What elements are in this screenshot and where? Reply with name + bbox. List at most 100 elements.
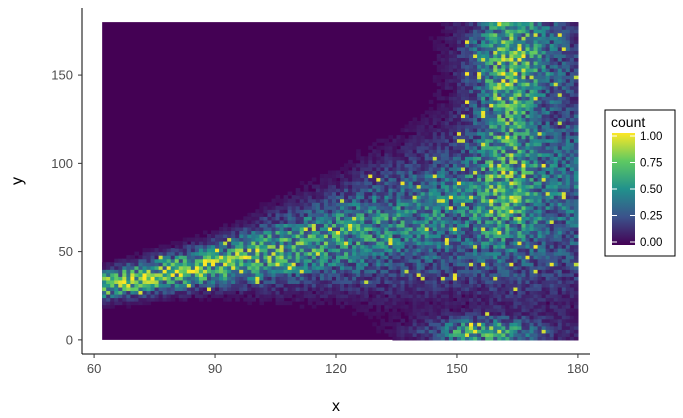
heatmap-cell	[420, 124, 426, 129]
heatmap-cell	[465, 166, 470, 172]
heatmap-cell	[255, 209, 260, 214]
heatmap-cell	[319, 233, 325, 239]
heatmap-cell	[505, 219, 510, 224]
heatmap-cell	[521, 262, 527, 267]
heatmap-cell	[541, 39, 547, 44]
heatmap-cell	[521, 322, 527, 327]
heatmap-cell	[275, 279, 281, 284]
heatmap-cell	[291, 290, 297, 295]
heatmap-cell	[380, 276, 385, 281]
heatmap-cell	[408, 272, 414, 277]
heatmap-cell	[525, 106, 531, 111]
heatmap-cell	[485, 138, 490, 143]
heatmap-cell	[432, 138, 438, 143]
heatmap-cell	[259, 272, 265, 277]
heatmap-cell	[521, 315, 527, 320]
heatmap-cell	[182, 248, 188, 253]
heatmap-cell	[307, 212, 313, 217]
heatmap-cell	[452, 329, 458, 334]
heatmap-cell	[469, 99, 474, 104]
heatmap-cell	[460, 318, 466, 323]
heatmap-cell	[493, 308, 498, 313]
heatmap-cell	[481, 301, 486, 306]
heatmap-cell	[194, 272, 200, 277]
heatmap-cell	[481, 297, 486, 302]
heatmap-cell	[501, 142, 506, 147]
heatmap-cell	[497, 325, 502, 330]
heatmap-cell	[448, 135, 454, 140]
heatmap-cell	[525, 156, 531, 161]
heatmap-cell	[440, 103, 446, 108]
heatmap-cell	[315, 195, 321, 200]
heatmap-cell	[501, 152, 506, 157]
heatmap-cell	[150, 265, 156, 270]
heatmap-cell	[190, 272, 196, 277]
heatmap-cell	[444, 272, 450, 277]
heatmap-cell	[392, 336, 398, 341]
heatmap-cell	[400, 212, 406, 217]
heatmap-cell	[380, 173, 385, 179]
heatmap-cell	[408, 265, 414, 270]
heatmap-cell	[493, 286, 498, 292]
heatmap-cell	[485, 272, 490, 277]
heatmap-cell	[396, 293, 402, 299]
heatmap-cell	[311, 223, 317, 228]
heatmap-cell	[489, 36, 494, 41]
heatmap-cell	[174, 272, 180, 277]
heatmap-cell	[392, 255, 398, 260]
heatmap-cell	[331, 212, 337, 217]
heatmap-cell	[356, 255, 361, 260]
heatmap-cell	[448, 248, 454, 253]
heatmap-cell	[473, 212, 478, 217]
heatmap-cell	[501, 283, 506, 288]
heatmap-cell	[388, 318, 394, 323]
heatmap-cell	[198, 255, 204, 260]
heatmap-cell	[392, 272, 398, 277]
heatmap-cell	[521, 219, 527, 224]
heatmap-cell	[319, 293, 325, 299]
heatmap-cell	[392, 202, 398, 207]
heatmap-cell	[424, 311, 430, 316]
heatmap-cell	[400, 336, 406, 341]
heatmap-cell	[279, 202, 285, 207]
heatmap-cell	[307, 209, 313, 214]
heatmap-cell	[170, 297, 176, 302]
heatmap-cell	[134, 272, 140, 277]
heatmap-cell	[513, 82, 519, 87]
heatmap-cell	[162, 279, 168, 284]
heatmap-cell	[400, 276, 406, 281]
heatmap-cell	[537, 96, 543, 101]
heatmap-cell	[489, 170, 494, 175]
heatmap-cell	[477, 286, 482, 292]
heatmap-cell	[485, 124, 490, 129]
heatmap-cell	[489, 332, 494, 337]
heatmap-cell	[477, 170, 482, 175]
heatmap-cell	[368, 205, 373, 210]
heatmap-cell	[501, 184, 506, 189]
heatmap-cell	[190, 286, 196, 292]
heatmap-cell	[444, 124, 450, 129]
heatmap-cell	[291, 223, 297, 228]
heatmap-cell	[400, 184, 406, 189]
heatmap-cell	[497, 237, 502, 242]
heatmap-cell	[436, 308, 442, 313]
heatmap-cell	[485, 110, 490, 115]
heatmap-cell	[384, 198, 390, 203]
heatmap-cell	[444, 64, 450, 69]
heatmap-cell	[456, 78, 462, 83]
heatmap-cell	[477, 212, 482, 217]
heatmap-cell	[505, 195, 510, 200]
heatmap-cell	[412, 283, 418, 288]
heatmap-cell	[469, 322, 474, 327]
heatmap-cell	[489, 301, 494, 306]
heatmap-cell	[404, 159, 410, 164]
heatmap-cell	[243, 226, 248, 232]
heatmap-cell	[307, 297, 313, 302]
heatmap-cell	[219, 283, 224, 288]
heatmap-cell	[307, 293, 313, 299]
heatmap-cell	[360, 226, 365, 232]
heatmap-cell	[336, 237, 341, 242]
heatmap-cell	[420, 293, 426, 299]
heatmap-cell	[392, 325, 398, 330]
heatmap-cell	[489, 269, 494, 274]
